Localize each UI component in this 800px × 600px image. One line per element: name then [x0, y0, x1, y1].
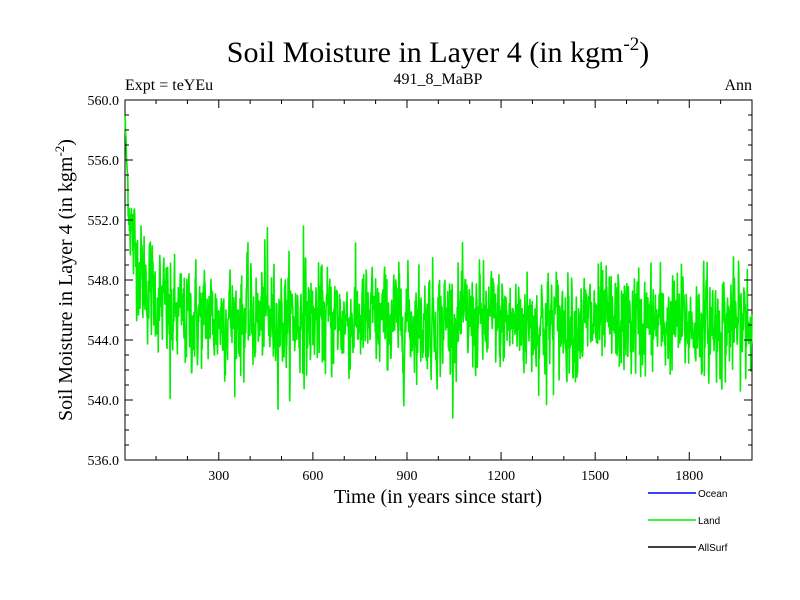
y-tick-label: 544.0	[88, 334, 120, 349]
axis-group: 300 600 900 1200 1500 1800 536.0 540.0 544.0 548.…	[88, 94, 752, 484]
y-axis-title: Soil Moisture in Layer 4 (in kgm-2)	[52, 139, 77, 421]
legend: Ocean Land AllSurf	[648, 489, 728, 554]
x-tick-label: 300	[208, 469, 229, 484]
x-tick-label: 900	[396, 469, 417, 484]
y-tick-label: 560.0	[88, 94, 120, 109]
y-axis-title-main: Soil Moisture in Layer 4 (in kgm	[55, 156, 77, 421]
plot-frame	[124, 99, 753, 461]
x-axis-title: Time (in years since start)	[334, 486, 542, 508]
chart-title-superscript: -2	[623, 34, 639, 55]
season-label: Ann	[724, 77, 752, 94]
chart-title-close: )	[639, 36, 649, 69]
y-tick-label: 540.0	[88, 394, 120, 409]
chart-title-main: Soil Moisture in Layer 4 (in kgm	[227, 36, 624, 69]
experiment-label: Expt = teYEu	[125, 77, 213, 94]
x-tick-label: 600	[302, 469, 323, 484]
y-tick-label: 536.0	[88, 454, 120, 469]
y-axis-title-close: )	[55, 139, 77, 146]
x-tick-label: 1500	[581, 469, 609, 484]
series-group	[124, 115, 753, 419]
legend-label-allsurf: AllSurf	[698, 543, 728, 554]
y-tick-label: 548.0	[88, 274, 120, 289]
y-tick-label: 556.0	[88, 154, 120, 169]
period-label: 491_8_MaBP	[394, 71, 483, 88]
x-tick-label: 1800	[675, 469, 703, 484]
x-tick-label: 1200	[487, 469, 515, 484]
legend-label-ocean: Ocean	[698, 489, 727, 500]
legend-label-land: Land	[698, 516, 720, 527]
y-axis-title-superscript: -2	[52, 146, 67, 157]
y-tick-label: 552.0	[88, 214, 120, 229]
chart-title: Soil Moisture in Layer 4 (in kgm-2)	[227, 34, 649, 69]
series-line-land	[124, 115, 753, 419]
